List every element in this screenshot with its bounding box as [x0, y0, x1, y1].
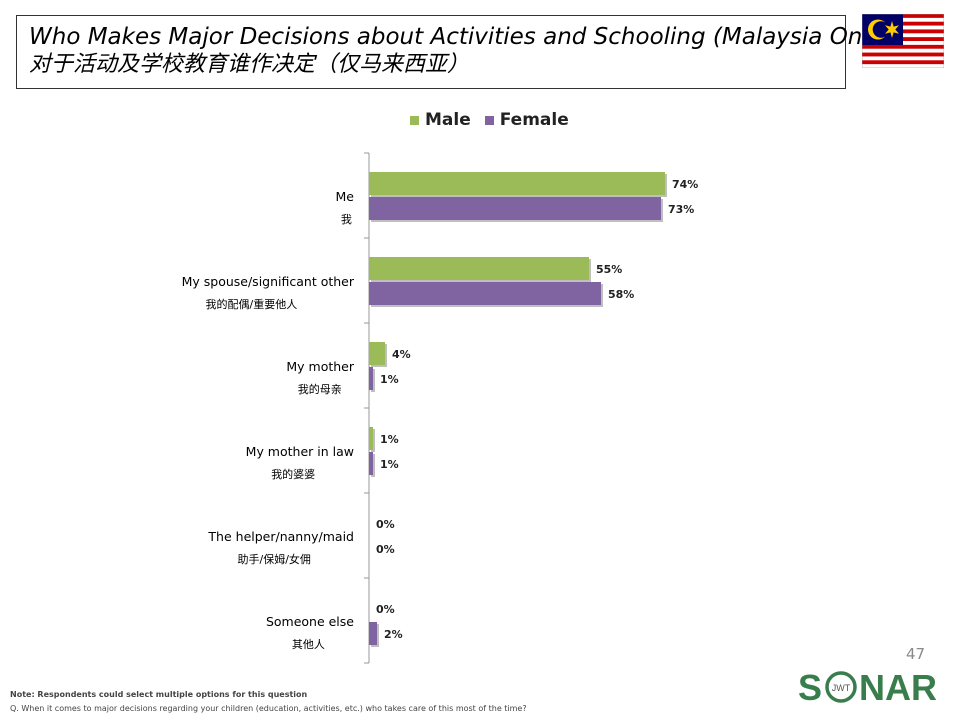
sonar-jwt-logo: S JWT NAR — [798, 667, 937, 708]
data-label-female: 0% — [376, 543, 395, 556]
page-number: 47 — [906, 645, 926, 663]
data-label-female: 58% — [608, 288, 634, 301]
category-label: Someone else — [266, 614, 354, 629]
bar-female — [369, 452, 373, 475]
category-label: Me — [336, 189, 355, 204]
chart-legend: Male Female — [410, 110, 569, 130]
bar-female — [369, 197, 661, 220]
data-label-female: 73% — [668, 203, 694, 216]
category-label-chinese: 助手/保姆/女佣 — [237, 552, 310, 566]
bar-female — [369, 282, 601, 305]
bar-female — [369, 367, 373, 390]
bar-male — [369, 257, 589, 280]
footnote-question: Q. When it comes to major decisions rega… — [10, 704, 527, 713]
legend-label-male: Male — [425, 110, 471, 130]
legend-label-female: Female — [499, 110, 569, 130]
category-label: My mother — [286, 359, 354, 374]
legend-item-male: Male — [410, 110, 471, 130]
category-label-chinese: 我的配偶/重要他人 — [206, 297, 298, 311]
data-label-male: 0% — [376, 518, 395, 531]
title-box: Who Makes Major Decisions about Activiti… — [16, 15, 892, 89]
category-label-chinese: 我的婆婆 — [271, 467, 315, 481]
category-label-chinese: 我的母亲 — [298, 382, 342, 396]
category-label-chinese: 我 — [341, 213, 352, 226]
logo-text-right: NAR — [859, 667, 937, 708]
legend-item-female: Female — [484, 110, 569, 130]
bar-male — [369, 427, 373, 450]
data-label-male: 74% — [672, 178, 698, 191]
data-label-male: 4% — [392, 348, 411, 361]
data-label-male: 55% — [596, 263, 622, 276]
logo-ring-text: JWT — [832, 683, 851, 693]
legend-swatch-female — [484, 115, 494, 125]
data-label-male: 0% — [376, 603, 395, 616]
bar-male — [369, 342, 385, 365]
footnote-note: Note: Respondents could select multiple … — [10, 690, 308, 699]
bar-female — [369, 622, 377, 645]
page-title: Who Makes Major Decisions about Activiti… — [29, 24, 892, 50]
malaysia-flag-icon — [862, 14, 944, 68]
bar-male — [369, 172, 665, 195]
data-label-female: 2% — [384, 628, 403, 641]
data-label-male: 1% — [380, 433, 399, 446]
legend-swatch-male — [410, 115, 419, 125]
data-label-female: 1% — [380, 373, 399, 386]
category-label: My spouse/significant other — [182, 274, 355, 289]
category-label-chinese: 其他人 — [292, 638, 325, 651]
logo-text-left: S — [798, 667, 822, 708]
page-title-chinese: 对于活动及学校教育谁作决定（仅马来西亚） — [29, 52, 470, 77]
category-label: The helper/nanny/maid — [207, 529, 354, 544]
category-label: My mother in law — [246, 444, 354, 459]
data-label-female: 1% — [380, 458, 399, 471]
